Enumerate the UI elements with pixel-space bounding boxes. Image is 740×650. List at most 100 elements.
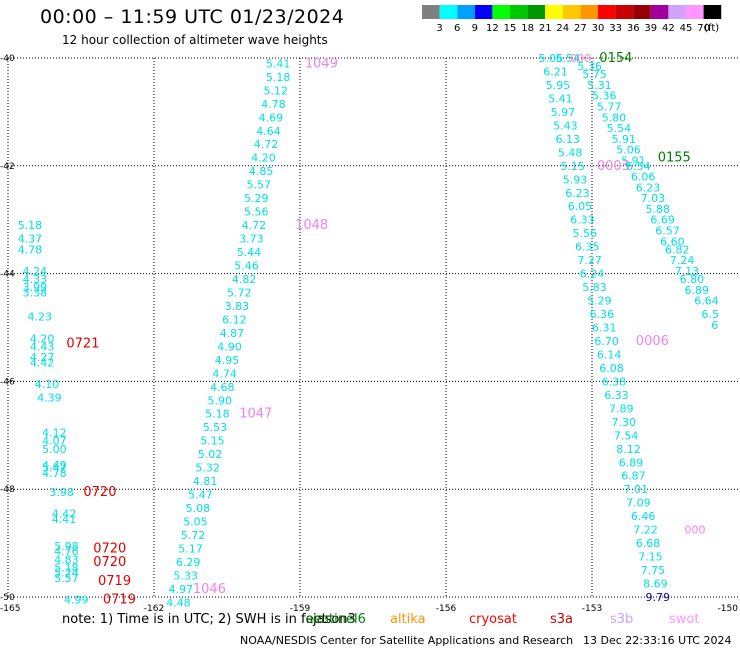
wave-height-label: 4.99 <box>64 594 89 607</box>
colorbar-tick-label: 24 <box>556 23 569 34</box>
wave-height-label: 4.78 <box>18 243 43 256</box>
wave-height-label: 7.54 <box>614 429 639 442</box>
wave-height-label: 6.14 <box>597 349 622 362</box>
wave-height-label: 7.22 <box>633 524 658 537</box>
pass-time-label: 0006 <box>636 334 669 349</box>
colorbar-tick-label: 70 <box>697 23 710 34</box>
longitude-label: -162 <box>144 604 164 612</box>
colorbar-swatch <box>615 5 634 19</box>
legend-s3b: s3b <box>610 612 634 627</box>
wave-height-label: 4.85 <box>249 165 274 178</box>
wave-height-label: 4.12 <box>42 427 67 440</box>
wave-height-label: 4.82 <box>232 273 257 286</box>
wave-height-label: 5.36 <box>592 90 617 103</box>
wave-height-label: 6.57 <box>655 225 680 238</box>
wave-height-label: 5.93 <box>563 173 588 186</box>
colorbar-swatch <box>650 5 669 19</box>
wave-height-label: 4.33 <box>23 273 47 286</box>
wave-height-label: 6.80 <box>680 273 705 286</box>
wave-height-label: 3.99 <box>23 281 47 294</box>
map-subtitle: 12 hour collection of altimeter wave hei… <box>62 33 328 47</box>
wave-height-label: 5.29 <box>587 295 612 308</box>
wave-height-label: 5.77 <box>597 101 622 114</box>
altimeter-map: -40 -42 -44 -46 -48 -50-165 -162 -159 -156 -153 -1… <box>0 51 739 612</box>
colorbar-swatch <box>527 5 546 19</box>
colorbar-swatch <box>439 5 458 19</box>
satellite-legend: jason3 sentinel6 altika cryosat s3a s3b … <box>0 612 740 630</box>
wave-height-label: 5.12 <box>264 84 289 97</box>
wave-height-label: 6.29 <box>176 556 201 569</box>
wave-height-label: 4.42 <box>30 357 55 370</box>
wave-height-label: 9.79 <box>646 591 671 604</box>
wave-height-label: 6.33 <box>604 389 629 402</box>
wave-height-label: 6.13 <box>556 133 581 146</box>
wave-height-label: 7.15 <box>638 551 663 564</box>
wave-height-label: 5.02 <box>198 448 223 461</box>
wave-height-label: 4.68 <box>210 381 235 394</box>
colorbar-swatch <box>492 5 510 19</box>
wave-height-label: 5.54 <box>556 52 581 65</box>
wave-height-label: 4.48 <box>166 596 191 609</box>
pass-time-label: 0720 <box>83 485 116 500</box>
wave-height-label: 6.89 <box>685 284 710 297</box>
latitude-label: -46 <box>0 377 15 387</box>
wave-height-label: 5.72 <box>227 287 252 300</box>
wave-height-label: 6.54 <box>626 160 651 173</box>
legend-jason3: jason3 <box>313 612 356 627</box>
wave-height-label: 4.39 <box>37 392 62 405</box>
wave-height-label: 8.12 <box>616 443 641 456</box>
colorbar-swatch <box>686 5 704 19</box>
colorbar-tick-label: 39 <box>644 23 657 34</box>
wave-height-label: 4.42 <box>52 508 77 521</box>
longitude-label: -150 <box>718 604 739 612</box>
wave-height-label: 5.17 <box>178 543 203 556</box>
wave-height-label: 6.23 <box>636 181 661 194</box>
colorbar-tick-label: 33 <box>609 23 622 34</box>
wave-height-label: 5.24 <box>54 567 78 580</box>
longitude-label: -159 <box>290 604 311 612</box>
wave-height-label: 4.37 <box>18 233 43 246</box>
credit-line: NOAA/NESDIS Center for Satellite Applica… <box>240 634 574 647</box>
colorbar-swatch <box>580 5 598 19</box>
wave-height-label: 6.31 <box>592 322 617 335</box>
wave-height-label: 4.76 <box>54 545 78 558</box>
colorbar-tick-label: 45 <box>680 23 693 34</box>
colorbar-tick-label: 9 <box>472 23 478 34</box>
legend-s3a: s3a <box>550 612 574 627</box>
legend-sentinel6: sentinel6 <box>306 612 366 627</box>
wave-height-label: 6.21 <box>543 66 568 79</box>
wave-height-label: 5.46 <box>234 260 258 273</box>
wave-height-label: 4.20 <box>30 332 55 345</box>
wave-height-label: 6.08 <box>599 362 624 375</box>
wave-height-label: 5.18 <box>205 408 230 421</box>
pass-time-label: 0719 <box>103 593 136 608</box>
wave-height-label: 4.83 <box>54 553 78 566</box>
wave-height-label: 4.72 <box>242 219 267 232</box>
wave-height-label: 4.90 <box>217 340 242 353</box>
wave-height-label: 4.23 <box>28 311 53 324</box>
wave-height-label: 4.78 <box>261 98 286 111</box>
wave-height-label: 6 <box>711 319 718 332</box>
wave-height-label: 7.27 <box>577 254 602 267</box>
longitude-label: -153 <box>582 604 602 612</box>
wave-height-label: 6.64 <box>694 295 719 308</box>
colorbar-swatch <box>422 5 440 19</box>
wave-height-label: 5.57 <box>54 572 78 585</box>
wave-height-label: 6.89 <box>619 456 644 469</box>
longitude-label: -156 <box>436 604 457 612</box>
wave-height-label: 5.90 <box>208 394 233 407</box>
pass-time-label: 1047 <box>239 407 272 422</box>
wave-height-label: 4.72 <box>254 138 278 151</box>
colorbar-swatch <box>703 5 722 19</box>
wave-height-label: 4.27 <box>30 351 55 364</box>
wave-height-label: 5.43 <box>553 119 578 132</box>
colorbar-tick-label: 3 <box>436 23 442 34</box>
wave-height-label: 5.15 <box>200 435 225 448</box>
wave-height-label: 5.44 <box>237 246 262 259</box>
wave-height-label: 5.80 <box>602 111 627 124</box>
colorbar-unit: (ft) <box>704 23 719 34</box>
wave-height-label: 7.75 <box>641 564 666 577</box>
wave-height-labels: 5.415.185.124.784.694.644.724.204.855.57… <box>18 51 719 609</box>
wave-height-label: 5.56 <box>573 227 598 240</box>
wave-height-label: 7.24 <box>670 254 695 267</box>
